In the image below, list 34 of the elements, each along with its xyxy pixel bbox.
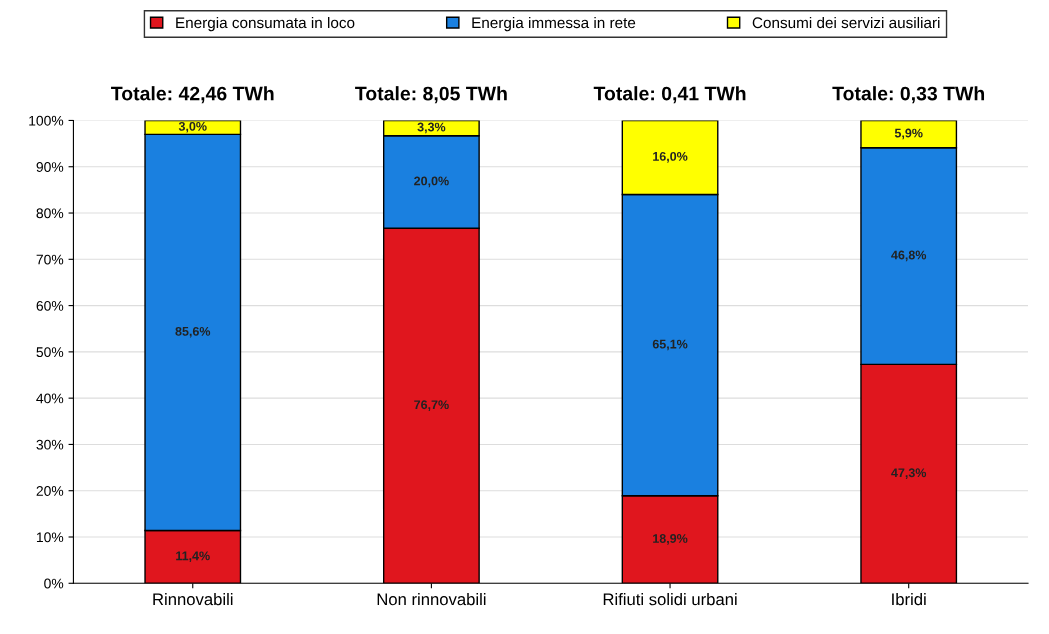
data-label: 16,0% [653, 151, 688, 163]
data-label: 20,0% [414, 176, 449, 188]
data-label: 85,6% [175, 326, 211, 338]
y-tick-label: 100% [29, 115, 64, 126]
y-tick-label: 90% [36, 162, 64, 172]
y-tick-label: 10% [36, 532, 64, 543]
y-tick-label: 80% [36, 208, 64, 219]
y-tick-label: 40% [36, 393, 64, 404]
data-label: 46,8% [891, 250, 927, 262]
x-tick-label: Rifiuti solidi urbani [603, 593, 737, 606]
text: Totale: 0,33 TWh [832, 86, 985, 104]
text: Totale: 8,05 TWh [355, 86, 507, 104]
legend-label: Energia immessa in rete [472, 16, 636, 32]
text: Totale: 0,41 TWh [593, 86, 746, 104]
data-label: 18,9% [653, 534, 688, 545]
data-label: 76,7% [414, 400, 449, 411]
y-tick-label: 30% [36, 439, 64, 450]
legend-label: Consumi dei servizi ausiliari [752, 16, 940, 29]
x-tick-label: Rinnovabili [153, 593, 233, 606]
x-tick-label: Non rinnovabili [377, 593, 486, 606]
data-label: 47,3% [891, 468, 927, 479]
x-tick-label: Ibridi [892, 593, 926, 606]
text: Totale: 42,46 TWh [111, 86, 274, 104]
data-label: 65,1% [652, 339, 688, 351]
data-label: 3,0% [178, 121, 207, 133]
y-tick-label: 0% [44, 578, 64, 589]
y-tick-label: 50% [36, 347, 64, 358]
data-label: 11,4% [176, 551, 210, 563]
data-label: 3,3% [417, 122, 446, 134]
y-tick-label: 20% [36, 486, 64, 496]
y-tick-label: 70% [36, 254, 64, 265]
legend-label: Energia consumata in loco [176, 16, 355, 32]
data-label: 5,9% [894, 128, 923, 140]
y-tick-label: 60% [36, 300, 64, 311]
